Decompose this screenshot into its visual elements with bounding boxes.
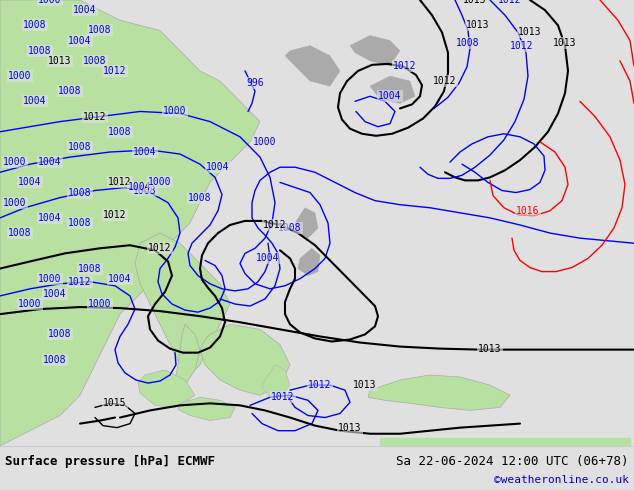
Text: 1004: 1004: [38, 213, 61, 223]
Polygon shape: [285, 46, 340, 86]
Polygon shape: [262, 365, 290, 397]
Text: 1016: 1016: [516, 206, 540, 216]
Text: 1008: 1008: [83, 56, 107, 66]
Text: 1000: 1000: [8, 71, 32, 81]
Text: 1015: 1015: [103, 398, 127, 408]
Text: 1004: 1004: [38, 157, 61, 167]
Text: 1004: 1004: [108, 274, 132, 284]
Text: 1013: 1013: [518, 27, 541, 37]
Text: 1012: 1012: [68, 277, 92, 287]
Text: 1008: 1008: [278, 223, 302, 233]
Text: 1013: 1013: [478, 343, 501, 354]
Text: Sa 22-06-2024 12:00 UTC (06+78): Sa 22-06-2024 12:00 UTC (06+78): [396, 455, 629, 468]
Text: 1008: 1008: [188, 193, 212, 202]
Text: 1012: 1012: [393, 61, 417, 71]
Polygon shape: [135, 233, 230, 375]
Text: 1008: 1008: [43, 355, 67, 365]
Polygon shape: [370, 76, 415, 103]
Text: 1008: 1008: [78, 264, 101, 273]
Text: 1012: 1012: [148, 244, 172, 253]
Polygon shape: [350, 35, 400, 66]
Text: 1012: 1012: [498, 0, 522, 5]
Text: 1008: 1008: [48, 329, 72, 340]
Text: 1013: 1013: [463, 0, 487, 5]
Text: Surface pressure [hPa] ECMWF: Surface pressure [hPa] ECMWF: [5, 455, 215, 468]
Polygon shape: [200, 324, 290, 395]
Text: ©weatheronline.co.uk: ©weatheronline.co.uk: [494, 475, 629, 485]
Text: 1012: 1012: [103, 210, 127, 220]
Text: 1008: 1008: [456, 38, 480, 48]
Text: 1000: 1000: [163, 106, 187, 117]
Polygon shape: [138, 370, 195, 407]
Text: 1012: 1012: [108, 177, 132, 187]
Text: 1004: 1004: [133, 147, 157, 157]
Text: 1008: 1008: [68, 142, 92, 152]
Text: 1000: 1000: [88, 299, 112, 309]
Text: 1000: 1000: [3, 197, 27, 208]
Text: 1013: 1013: [48, 56, 72, 66]
Text: 1000: 1000: [38, 0, 61, 5]
Text: 1008: 1008: [23, 21, 47, 30]
Text: 1008: 1008: [88, 25, 112, 35]
Text: 1000: 1000: [38, 274, 61, 284]
Text: 1013: 1013: [466, 21, 489, 30]
Text: 1008: 1008: [133, 186, 157, 196]
Polygon shape: [295, 208, 318, 238]
Text: 1012: 1012: [103, 66, 127, 76]
Text: 1000: 1000: [18, 299, 42, 309]
Text: 1013: 1013: [339, 423, 362, 433]
Text: 1004: 1004: [43, 289, 67, 299]
Text: 1004: 1004: [206, 162, 230, 172]
Text: 1004: 1004: [128, 182, 152, 193]
Text: 1004: 1004: [18, 177, 42, 187]
Text: 1012: 1012: [271, 392, 295, 402]
Text: 1008: 1008: [68, 218, 92, 228]
Text: 1000: 1000: [3, 157, 27, 167]
Text: 1013: 1013: [353, 380, 377, 390]
Text: 1008: 1008: [108, 127, 132, 137]
Text: 1012: 1012: [433, 76, 456, 86]
Polygon shape: [368, 375, 510, 411]
Text: 1013: 1013: [553, 38, 577, 48]
Text: 1008: 1008: [58, 86, 82, 96]
Text: 1004: 1004: [68, 36, 92, 46]
Text: 1000: 1000: [148, 177, 172, 187]
Text: 1004: 1004: [256, 253, 280, 264]
Text: 1012: 1012: [263, 220, 287, 230]
Text: 996: 996: [246, 78, 264, 88]
Polygon shape: [0, 0, 260, 446]
Polygon shape: [175, 324, 200, 390]
Text: 1004: 1004: [74, 5, 97, 15]
Polygon shape: [178, 397, 235, 420]
Text: 1004: 1004: [378, 91, 402, 101]
Text: 1008: 1008: [68, 188, 92, 197]
Text: 1012: 1012: [510, 41, 534, 50]
Text: 1004: 1004: [23, 97, 47, 106]
Text: 1012: 1012: [83, 112, 107, 122]
Bar: [380, 438, 630, 446]
Polygon shape: [298, 248, 320, 276]
Text: 1000: 1000: [253, 137, 277, 147]
Text: 1008: 1008: [8, 228, 32, 238]
Text: 1008: 1008: [29, 46, 52, 56]
Text: 1012: 1012: [308, 380, 332, 390]
